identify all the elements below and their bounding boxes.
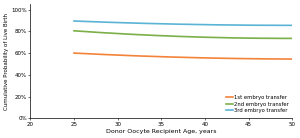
2nd embryo transfer <box>72 30 76 32</box>
2nd embryo transfer <box>270 38 274 39</box>
Line: 2nd embryo transfer: 2nd embryo transfer <box>74 31 292 38</box>
2nd embryo transfer <box>206 36 209 38</box>
X-axis label: Donor Oocyte Recipient Age, years: Donor Oocyte Recipient Age, years <box>106 129 217 134</box>
1st embryo transfer <box>290 58 294 60</box>
3rd embryo transfer <box>202 24 206 26</box>
1st embryo transfer <box>202 57 205 59</box>
3rd embryo transfer <box>73 20 76 22</box>
3rd embryo transfer <box>72 20 76 22</box>
Line: 3rd embryo transfer: 3rd embryo transfer <box>74 21 292 25</box>
3rd embryo transfer <box>206 24 209 26</box>
1st embryo transfer <box>270 58 274 60</box>
Line: 1st embryo transfer: 1st embryo transfer <box>74 53 292 59</box>
3rd embryo transfer <box>256 24 260 26</box>
3rd embryo transfer <box>290 25 294 26</box>
Y-axis label: Cumulative Probability of Live Birth: Cumulative Probability of Live Birth <box>4 13 9 110</box>
1st embryo transfer <box>73 52 76 54</box>
2nd embryo transfer <box>202 36 206 38</box>
1st embryo transfer <box>256 58 260 60</box>
Legend: 1st embryo transfer, 2nd embryo transfer, 3rd embryo transfer: 1st embryo transfer, 2nd embryo transfer… <box>226 95 290 113</box>
3rd embryo transfer <box>270 24 274 26</box>
2nd embryo transfer <box>73 30 76 32</box>
2nd embryo transfer <box>202 36 205 38</box>
1st embryo transfer <box>72 52 76 54</box>
1st embryo transfer <box>206 57 209 59</box>
1st embryo transfer <box>202 57 206 59</box>
3rd embryo transfer <box>202 24 205 26</box>
2nd embryo transfer <box>290 38 294 39</box>
2nd embryo transfer <box>288 38 291 39</box>
2nd embryo transfer <box>256 37 260 39</box>
